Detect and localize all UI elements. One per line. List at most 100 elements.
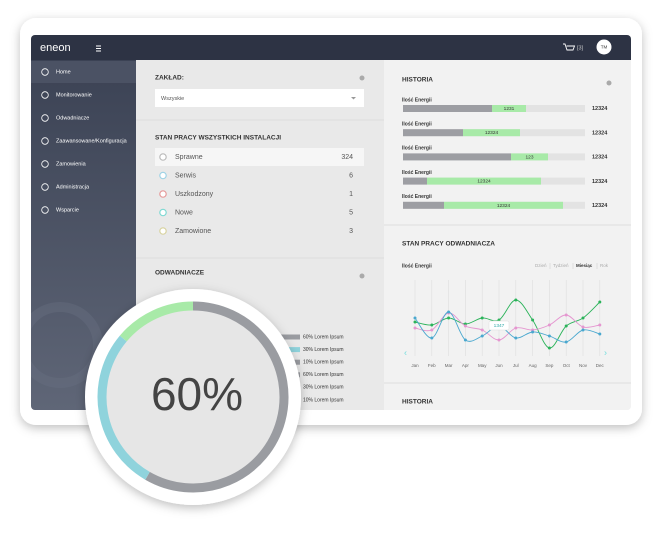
nav-item[interactable]: Home [56, 69, 71, 75]
status-title: STAN PRACY WSZYSTKICH INSTALACJI [155, 135, 281, 142]
chart-point [463, 338, 467, 342]
chart-point [430, 328, 434, 332]
drain-item: 30% Lorem Ipsum [303, 347, 344, 353]
chart-point [480, 316, 484, 320]
status-count: 1 [349, 191, 353, 198]
chart-point [413, 320, 417, 324]
nav-item[interactable]: Zaawansowane/Konfiguracja [56, 138, 128, 144]
drain-item: 60% Lorem Ipsum [303, 334, 344, 340]
chart-point [531, 318, 535, 322]
chart-point [564, 340, 568, 344]
chart-tooltip [488, 320, 510, 331]
trap-status-title: STAN PRACY ODWADNIACZA [402, 241, 495, 248]
history-bar-base [403, 105, 492, 112]
history-bar-base [403, 177, 427, 185]
chart-point [514, 336, 518, 340]
period-tab[interactable]: Dzień [535, 263, 547, 268]
month-label: Sep [545, 363, 554, 368]
status-count: 3 [349, 228, 353, 235]
nav-icon [41, 137, 49, 145]
history-label: Ilość Energii [402, 146, 432, 152]
status-label: Sprawne [175, 154, 203, 161]
info-icon[interactable] [606, 80, 612, 86]
month-label: Mar [445, 363, 453, 368]
history-bar-base [403, 201, 444, 209]
plant-selected[interactable]: Wszyskie [161, 96, 184, 102]
month-label: Feb [428, 363, 436, 368]
chart-point [514, 298, 518, 302]
drain-item: 10% Lorem Ipsum [303, 360, 344, 366]
month-label: Oct [563, 363, 571, 368]
nav-item[interactable]: Odwadniacze [56, 115, 89, 121]
chart-tooltip-value: 1347 [494, 323, 505, 329]
history2-title: HISTORIA [402, 399, 433, 406]
nav-icon [41, 160, 49, 168]
history-bar [427, 177, 541, 185]
plant-dropdown[interactable] [155, 89, 364, 107]
chart-point [430, 323, 434, 327]
status-label: Serwis [175, 172, 197, 179]
history-bar-value: 1231 [504, 106, 515, 112]
history-label: Ilość Energii [402, 170, 432, 176]
history-total: 12324 [592, 130, 608, 136]
chart-next[interactable]: › [604, 347, 607, 357]
chart-point [564, 313, 568, 317]
history-title: HISTORIA [402, 77, 433, 84]
chart-point [598, 300, 602, 304]
info-icon[interactable] [359, 75, 365, 81]
period-tab[interactable]: Tydzień [553, 263, 569, 268]
history-total: 12324 [592, 203, 608, 209]
month-label: Aug [529, 363, 538, 368]
history-total: 12324 [592, 179, 608, 185]
nav-icon [41, 206, 49, 214]
period-tab[interactable]: Miesiąc [576, 263, 593, 268]
month-label: Jul [513, 363, 519, 368]
month-label: Nov [579, 363, 588, 368]
topbar [31, 35, 631, 60]
chart-point [581, 316, 585, 320]
cart-icon[interactable] [563, 43, 576, 51]
chart-point [581, 325, 585, 329]
chart-prev[interactable]: ‹ [404, 347, 407, 357]
cart-count[interactable]: [3] [577, 45, 584, 51]
status-dot [159, 190, 167, 198]
history-bar [511, 153, 548, 161]
logo: eneon [40, 42, 71, 54]
chart-point [430, 336, 434, 340]
drain-item: 10% Lorem Ipsum [303, 397, 344, 403]
info-icon[interactable] [359, 273, 365, 279]
nav-active [31, 61, 136, 83]
drain-item: 60% Lorem Ipsum [303, 372, 344, 378]
status-dot [159, 227, 167, 235]
nav-item[interactable]: Zamowienia [56, 161, 87, 167]
status-label: Zamowione [175, 228, 211, 235]
chart-point [564, 324, 568, 328]
chart-point [547, 323, 551, 327]
history-bar-value: 123 [525, 154, 533, 160]
history-bar-value: 12324 [477, 179, 491, 185]
nav-item[interactable]: Monitorowanie [56, 92, 92, 98]
chart-point [514, 326, 518, 330]
status-count: 5 [349, 209, 353, 216]
history-bar [444, 201, 563, 209]
nav-item[interactable]: Wsparcie [56, 207, 79, 213]
plant-label: ZAKŁAD: [155, 75, 184, 82]
avatar-initials[interactable]: TM [601, 45, 608, 50]
drain-bar [270, 334, 300, 340]
chart-point [447, 310, 451, 314]
gauge-arc [145, 301, 289, 493]
nav-item[interactable]: Administracja [56, 184, 90, 190]
month-label: Jan [411, 363, 419, 368]
chart-point [547, 346, 551, 350]
menu-icon[interactable] [96, 45, 101, 52]
history-label: Ilość Energii [402, 122, 432, 128]
history-label: Ilość Energii [402, 97, 432, 103]
chart-point [581, 328, 585, 332]
sidebar-decoration [31, 302, 103, 388]
screen: eneon [3] TM ZAKŁAD: Wszyskie STAN PRACY… [31, 35, 631, 410]
period-tab[interactable]: Rok [600, 263, 609, 268]
avatar[interactable] [596, 39, 612, 55]
history-bar-base [403, 129, 463, 137]
history-bar [463, 129, 520, 137]
history-total: 12324 [592, 106, 608, 112]
